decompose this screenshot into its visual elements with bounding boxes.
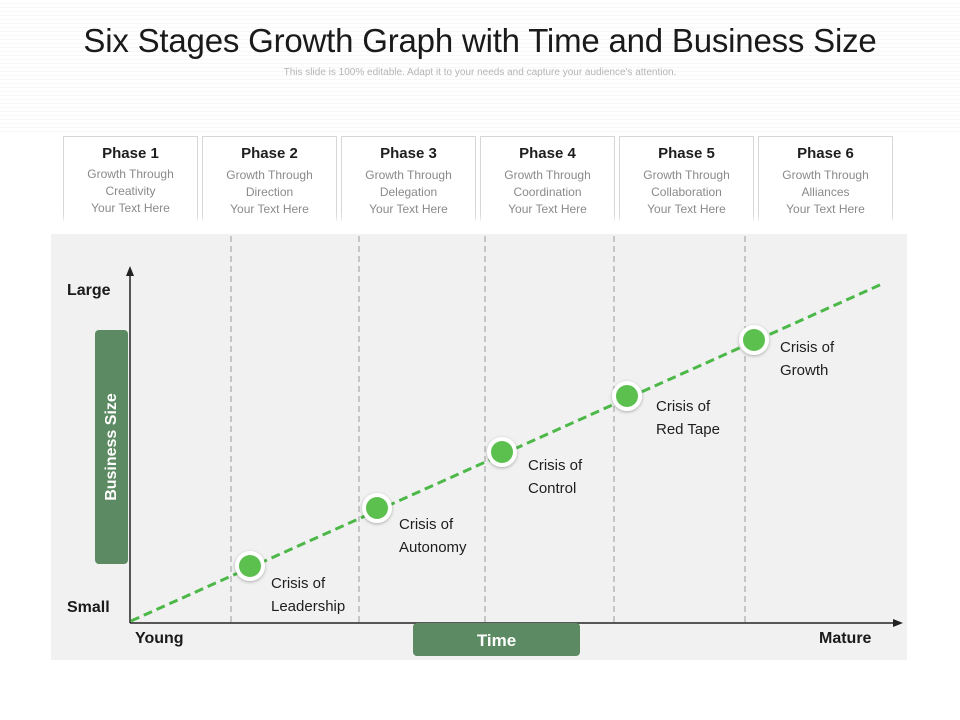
phase-desc-line: Growth Through: [504, 168, 591, 182]
crisis-label-line: Crisis of: [399, 516, 454, 533]
crisis-marker-autonomy: [362, 493, 392, 523]
business-size-label-box: Business Size: [95, 330, 128, 564]
crisis-marker-control: [487, 437, 517, 467]
crisis-label-line: Autonomy: [399, 539, 467, 556]
phase-card-6: Phase 6 Growth Through Alliances Your Te…: [758, 136, 893, 231]
crisis-label-line: Crisis of: [656, 398, 711, 415]
phase-name: Phase 3: [380, 145, 437, 162]
crisis-label-leadership: Crisis of Leadership: [271, 572, 345, 618]
phase-desc-line: Growth Through: [643, 168, 730, 182]
phase-name: Phase 6: [797, 145, 854, 162]
crisis-label-line: Crisis of: [271, 575, 326, 592]
phase-card-2: Phase 2 Growth Through Direction Your Te…: [202, 136, 337, 231]
crisis-marker-growth: [739, 325, 769, 355]
phase-desc-line: Growth Through: [365, 168, 452, 182]
crisis-label-line: Growth: [780, 362, 829, 379]
crisis-label-growth: Crisis of Growth: [780, 336, 834, 382]
page-subtitle: This slide is 100% editable. Adapt it to…: [283, 67, 677, 78]
y-axis-title: Business Size: [102, 393, 120, 501]
plot-area: [51, 234, 907, 660]
crisis-label-line: Crisis of: [528, 457, 583, 474]
phase-name: Phase 5: [658, 145, 715, 162]
y-axis-bottom-label: Small: [67, 599, 110, 616]
phase-card-3: Phase 3 Growth Through Delegation Your T…: [341, 136, 476, 231]
phase-card-4: Phase 4 Growth Through Coordination Your…: [480, 136, 615, 231]
y-axis-top-label: Large: [67, 282, 111, 299]
phase-desc-line: Alliances: [801, 185, 850, 199]
crisis-marker-leadership: [235, 551, 265, 581]
phase-desc-line: Direction: [245, 185, 294, 199]
phase-desc-line: Delegation: [379, 185, 438, 199]
crisis-label-line: Red Tape: [656, 421, 720, 438]
phase-desc-line: Creativity: [105, 184, 156, 198]
phase-desc-line: Your Text Here: [91, 201, 170, 215]
crisis-label-control: Crisis of Control: [528, 454, 582, 500]
crisis-label-red-tape: Crisis of Red Tape: [656, 395, 720, 441]
phase-name: Phase 4: [519, 145, 576, 162]
phase-header-row: Phase 1 Growth Through Creativity Your T…: [63, 136, 897, 231]
crisis-label-autonomy: Crisis of Autonomy: [399, 513, 467, 559]
phase-name: Phase 2: [241, 145, 298, 162]
phase-desc-line: Collaboration: [651, 185, 722, 199]
phase-description: Growth Through Creativity Your Text Here: [64, 166, 197, 217]
x-axis-left-label: Young: [135, 630, 184, 647]
x-axis-arrow: [893, 619, 903, 627]
crisis-label-line: Leadership: [271, 598, 346, 615]
crisis-marker-red-tape: [612, 381, 642, 411]
header-background: [0, 0, 960, 135]
phase-card-5: Phase 5 Growth Through Collaboration You…: [619, 136, 754, 231]
phase-description: Growth Through Collaboration Your Text H…: [620, 167, 753, 218]
phase-desc-line: Coordination: [513, 185, 582, 199]
crisis-label-line: Control: [528, 480, 577, 497]
phase-name: Phase 1: [102, 145, 159, 162]
x-axis-right-label: Mature: [819, 630, 872, 647]
phase-desc-line: Growth Through: [226, 168, 313, 182]
phase-card-1: Phase 1 Growth Through Creativity Your T…: [63, 136, 198, 231]
x-axis-title: Time: [413, 623, 580, 656]
y-axis-arrow: [126, 266, 134, 276]
page-title: Six Stages Growth Graph with Time and Bu…: [83, 22, 877, 59]
phase-desc-line: Growth Through: [87, 167, 174, 181]
crisis-label-line: Crisis of: [780, 339, 835, 356]
phase-desc-line: Growth Through: [782, 168, 869, 182]
